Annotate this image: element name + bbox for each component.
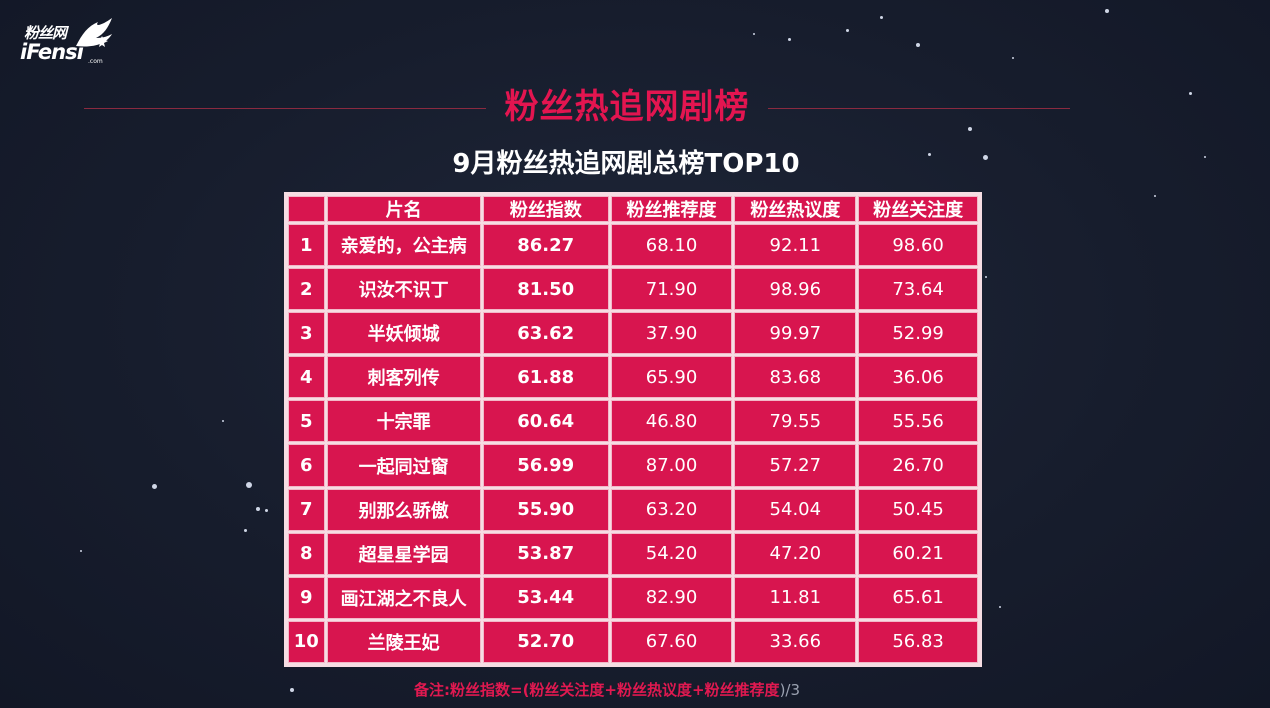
column-header-attention: 粉丝关注度 [858, 196, 978, 222]
table-row: 10 兰陵王妃 52.70 67.60 33.66 56.83 [288, 620, 978, 663]
attention-cell: 73.64 [858, 268, 978, 311]
column-header-discussion: 粉丝热议度 [734, 196, 857, 222]
discussion-cell: 83.68 [734, 356, 857, 399]
table-header-row: 片名 粉丝指数 粉丝推荐度 粉丝热议度 粉丝关注度 [288, 196, 978, 222]
column-header-rank [288, 196, 325, 222]
recommend-cell: 46.80 [610, 400, 733, 443]
rank-cell: 3 [288, 312, 325, 355]
title-cell: 亲爱的，公主病 [326, 224, 481, 267]
title-cell: 十宗罪 [326, 400, 481, 443]
recommend-cell: 68.10 [610, 224, 733, 267]
table-row: 5 十宗罪 60.64 46.80 79.55 55.56 [288, 400, 978, 443]
table-title: 9月粉丝热追网剧总榜TOP10 [452, 149, 800, 179]
table-row: 8 超星星学园 53.87 54.20 47.20 60.21 [288, 532, 978, 575]
title-divider-left [84, 108, 486, 109]
formula-note: 备注:粉丝指数=(粉丝关注度+粉丝热议度+粉丝推荐度)/3 [414, 680, 800, 700]
fan-index-cell: 53.87 [482, 532, 609, 575]
rank-cell: 4 [288, 356, 325, 399]
fan-index-cell: 81.50 [482, 268, 609, 311]
logo-top-text: 粉丝网 [24, 24, 67, 42]
recommend-cell: 63.20 [610, 488, 733, 531]
page-title: 粉丝热追网剧榜 [504, 87, 750, 127]
ranking-table-frame: 片名 粉丝指数 粉丝推荐度 粉丝热议度 粉丝关注度 1 亲爱的，公主病 86.2… [284, 192, 982, 667]
fan-index-cell: 61.88 [482, 356, 609, 399]
fan-index-cell: 86.27 [482, 224, 609, 267]
fan-index-cell: 55.90 [482, 488, 609, 531]
attention-cell: 52.99 [858, 312, 978, 355]
fan-index-cell: 56.99 [482, 444, 609, 487]
attention-cell: 55.56 [858, 400, 978, 443]
attention-cell: 50.45 [858, 488, 978, 531]
title-cell: 画江湖之不良人 [326, 576, 481, 619]
ranking-table: 片名 粉丝指数 粉丝推荐度 粉丝热议度 粉丝关注度 1 亲爱的，公主病 86.2… [286, 194, 980, 665]
recommend-cell: 67.60 [610, 620, 733, 663]
title-cell: 半妖倾城 [326, 312, 481, 355]
column-header-recommend: 粉丝推荐度 [610, 196, 733, 222]
attention-cell: 26.70 [858, 444, 978, 487]
column-header-title: 片名 [326, 196, 481, 222]
rank-cell: 5 [288, 400, 325, 443]
table-row: 4 刺客列传 61.88 65.90 83.68 36.06 [288, 356, 978, 399]
rank-cell: 1 [288, 224, 325, 267]
formula-note-tail: )/3 [779, 681, 801, 699]
discussion-cell: 11.81 [734, 576, 857, 619]
title-cell: 超星星学园 [326, 532, 481, 575]
column-header-fan-index: 粉丝指数 [482, 196, 609, 222]
recommend-cell: 54.20 [610, 532, 733, 575]
ifensi-logo[interactable]: 粉丝网 iFensi .com [18, 16, 112, 70]
discussion-cell: 47.20 [734, 532, 857, 575]
table-row: 7 别那么骄傲 55.90 63.20 54.04 50.45 [288, 488, 978, 531]
rank-cell: 2 [288, 268, 325, 311]
rank-cell: 10 [288, 620, 325, 663]
attention-cell: 56.83 [858, 620, 978, 663]
discussion-cell: 33.66 [734, 620, 857, 663]
rank-cell: 7 [288, 488, 325, 531]
recommend-cell: 37.90 [610, 312, 733, 355]
formula-note-text: 备注:粉丝指数=(粉丝关注度+粉丝热议度+粉丝推荐度 [414, 681, 780, 699]
attention-cell: 60.21 [858, 532, 978, 575]
title-cell: 一起同过窗 [326, 444, 481, 487]
table-row: 2 识汝不识丁 81.50 71.90 98.96 73.64 [288, 268, 978, 311]
discussion-cell: 92.11 [734, 224, 857, 267]
discussion-cell: 98.96 [734, 268, 857, 311]
discussion-cell: 54.04 [734, 488, 857, 531]
table-row: 9 画江湖之不良人 53.44 82.90 11.81 65.61 [288, 576, 978, 619]
fan-index-cell: 52.70 [482, 620, 609, 663]
fan-index-cell: 63.62 [482, 312, 609, 355]
rank-cell: 8 [288, 532, 325, 575]
recommend-cell: 82.90 [610, 576, 733, 619]
wing-icon [76, 18, 112, 47]
logo-main-text: iFensi [20, 40, 84, 64]
table-row: 6 一起同过窗 56.99 87.00 57.27 26.70 [288, 444, 978, 487]
table-row: 3 半妖倾城 63.62 37.90 99.97 52.99 [288, 312, 978, 355]
title-cell: 别那么骄傲 [326, 488, 481, 531]
attention-cell: 36.06 [858, 356, 978, 399]
attention-cell: 98.60 [858, 224, 978, 267]
fan-index-cell: 60.64 [482, 400, 609, 443]
title-cell: 识汝不识丁 [326, 268, 481, 311]
discussion-cell: 79.55 [734, 400, 857, 443]
discussion-cell: 57.27 [734, 444, 857, 487]
title-divider-right [768, 108, 1070, 109]
title-cell: 兰陵王妃 [326, 620, 481, 663]
fan-index-cell: 53.44 [482, 576, 609, 619]
rank-cell: 6 [288, 444, 325, 487]
table-row: 1 亲爱的，公主病 86.27 68.10 92.11 98.60 [288, 224, 978, 267]
recommend-cell: 71.90 [610, 268, 733, 311]
discussion-cell: 99.97 [734, 312, 857, 355]
rank-cell: 9 [288, 576, 325, 619]
recommend-cell: 65.90 [610, 356, 733, 399]
recommend-cell: 87.00 [610, 444, 733, 487]
title-cell: 刺客列传 [326, 356, 481, 399]
logo-suffix: .com [88, 58, 103, 65]
attention-cell: 65.61 [858, 576, 978, 619]
